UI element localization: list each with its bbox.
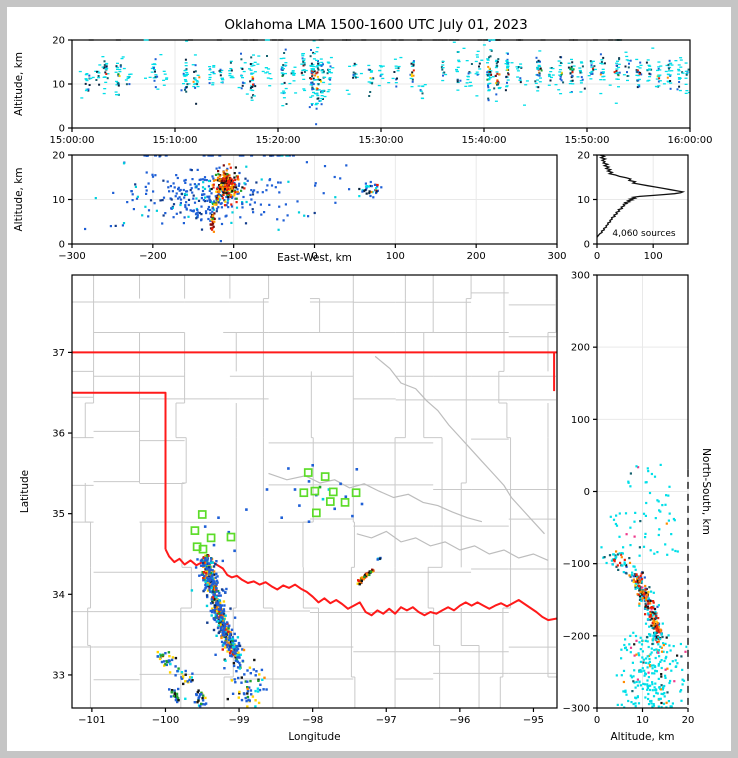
svg-text:0: 0: [594, 251, 600, 262]
svg-text:Altitude, km: Altitude, km: [13, 52, 25, 116]
svg-text:200: 200: [571, 343, 590, 354]
svg-text:0: 0: [584, 240, 590, 251]
svg-text:100: 100: [571, 415, 590, 426]
svg-text:−300: −300: [58, 251, 85, 262]
svg-text:100: 100: [644, 251, 663, 262]
svg-text:0: 0: [594, 715, 600, 726]
svg-text:Latitude: Latitude: [19, 470, 31, 513]
river-lines: [268, 355, 549, 561]
ew-height-points: [84, 155, 383, 243]
state-border-lines: [72, 351, 557, 622]
svg-text:34: 34: [52, 590, 65, 601]
svg-text:−98: −98: [302, 715, 323, 726]
svg-text:15:10:00: 15:10:00: [153, 135, 198, 146]
map-lightning-points: [156, 464, 382, 708]
svg-text:10: 10: [636, 715, 649, 726]
altitude-histogram-line: [597, 155, 686, 238]
svg-text:−95: −95: [523, 715, 544, 726]
svg-text:−100: −100: [152, 715, 179, 726]
svg-text:10: 10: [577, 195, 590, 206]
svg-text:33: 33: [52, 670, 65, 681]
svg-text:−99: −99: [229, 715, 250, 726]
svg-text:Longitude: Longitude: [288, 731, 340, 743]
panel-gridlines: [72, 40, 690, 708]
svg-text:−97: −97: [376, 715, 397, 726]
svg-text:200: 200: [467, 251, 486, 262]
svg-text:North-South, km: North-South, km: [700, 448, 712, 535]
axes: 15:00:00 15:10:00 15:20:00 15:30:00 15:40:00…: [13, 36, 712, 744]
svg-text:Altitude, km: Altitude, km: [610, 731, 674, 743]
svg-text:−200: −200: [139, 251, 166, 262]
svg-text:0: 0: [59, 240, 65, 251]
ns-altitude-points: [600, 463, 688, 708]
svg-text:300: 300: [547, 251, 566, 262]
svg-text:4,060 sources: 4,060 sources: [612, 229, 676, 239]
svg-text:East-West, km: East-West, km: [277, 252, 352, 264]
svg-text:100: 100: [386, 251, 405, 262]
svg-text:15:30:00: 15:30:00: [359, 135, 404, 146]
svg-text:−100: −100: [563, 559, 590, 570]
svg-text:10: 10: [52, 195, 65, 206]
svg-text:20: 20: [52, 36, 65, 47]
svg-text:20: 20: [577, 151, 590, 162]
svg-text:Altitude, km: Altitude, km: [13, 167, 25, 231]
svg-text:15:00:00: 15:00:00: [50, 135, 95, 146]
svg-text:15:20:00: 15:20:00: [256, 135, 301, 146]
svg-text:−300: −300: [563, 704, 590, 715]
county-boundaries: [72, 275, 557, 708]
clipped-top-points: [88, 39, 623, 41]
plot-title: Oklahoma LMA 1500-1600 UTC July 01, 2023: [224, 17, 528, 33]
svg-text:0: 0: [311, 251, 317, 262]
svg-text:−101: −101: [78, 715, 105, 726]
svg-text:0: 0: [584, 487, 590, 498]
svg-text:−96: −96: [449, 715, 470, 726]
svg-text:15:40:00: 15:40:00: [462, 135, 507, 146]
svg-text:−100: −100: [220, 251, 247, 262]
lma-station-markers: [190, 468, 361, 554]
svg-text:15:50:00: 15:50:00: [565, 135, 610, 146]
svg-text:10: 10: [52, 80, 65, 91]
svg-text:20: 20: [52, 151, 65, 162]
time-height-points: [78, 40, 690, 126]
svg-text:35: 35: [52, 509, 65, 520]
svg-text:36: 36: [52, 429, 65, 440]
svg-text:20: 20: [682, 715, 695, 726]
svg-text:37: 37: [52, 348, 65, 359]
lma-plot-canvas: 15:00:00 15:10:00 15:20:00 15:30:00 15:40:00…: [13, 36, 712, 744]
svg-text:16:00:00: 16:00:00: [668, 135, 713, 146]
svg-text:0: 0: [59, 124, 65, 135]
svg-text:300: 300: [571, 271, 590, 282]
svg-text:−200: −200: [563, 631, 590, 642]
